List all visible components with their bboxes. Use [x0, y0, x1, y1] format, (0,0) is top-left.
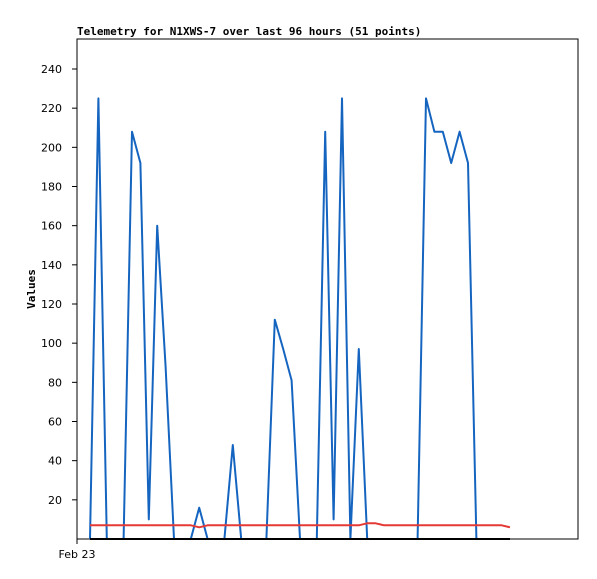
y-tick-label: 100: [41, 337, 62, 350]
x-tick-label: Feb 23: [59, 548, 96, 561]
y-tick-label: 220: [41, 102, 62, 115]
y-axis-label: Values: [25, 269, 38, 309]
y-tick-label: 40: [48, 455, 62, 468]
y-tick-label: 60: [48, 416, 62, 429]
series-layer: [89, 97, 511, 540]
series-line-0: [89, 97, 510, 540]
y-tick-label: 20: [48, 494, 62, 507]
y-tick-label: 160: [41, 220, 62, 233]
plot-frame: [76, 38, 579, 540]
y-tick-label: 200: [41, 141, 62, 154]
y-tick-label: 120: [41, 298, 62, 311]
y-axis: 20 40 60 80 100 120 140 160 180 200 220 240: [41, 63, 77, 507]
y-tick-label: 140: [41, 259, 62, 272]
x-axis: Feb 23: [59, 539, 96, 561]
chart-title: Telemetry for N1XWS-7 over last 96 hours…: [77, 25, 421, 38]
y-tick-label: 240: [41, 63, 62, 76]
series-line-1: [90, 522, 511, 529]
y-tick-label: 80: [48, 376, 62, 389]
y-tick-label: 180: [41, 181, 62, 194]
